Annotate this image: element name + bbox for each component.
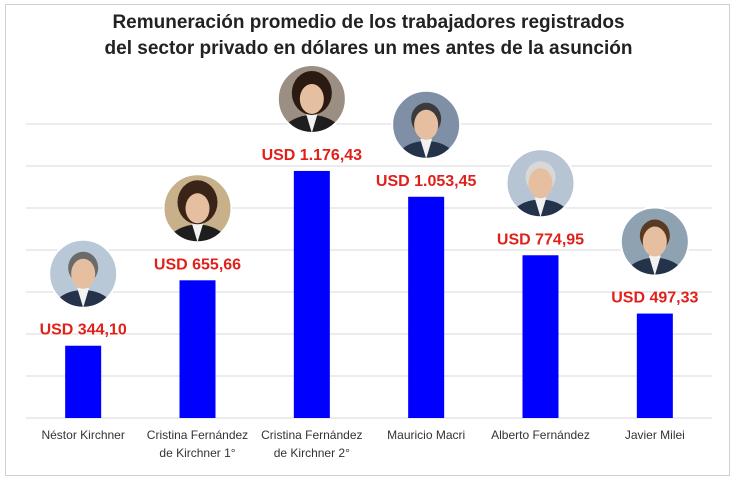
category-label-4: Alberto Fernández	[491, 428, 590, 442]
value-label-1: USD 655,66	[154, 256, 241, 273]
category-label-1: Cristina Fernández de Kirchner 1°	[147, 428, 248, 460]
bar-2	[293, 170, 330, 418]
category-label-5: Javier Milei	[625, 428, 685, 442]
cristina-fernandez-1-portrait-icon	[163, 174, 232, 243]
chart-title-line-2: del sector privado en dólares un mes ant…	[104, 38, 633, 59]
value-label-0: USD 344,10	[40, 322, 127, 339]
bar-5	[636, 313, 673, 418]
chart-frame	[5, 4, 730, 476]
javier-milei-portrait-icon	[620, 207, 689, 276]
bar-1	[179, 280, 216, 418]
value-label-4: USD 774,95	[497, 231, 584, 248]
portrait-ring-3	[391, 89, 462, 160]
category-label-2: Cristina Fernández de Kirchner 2°	[261, 428, 362, 460]
category-label-0: Néstor Kirchner	[41, 428, 124, 442]
cristina-fernandez-2-portrait-icon	[277, 64, 346, 133]
portrait-ring-0	[48, 238, 119, 309]
category-label-3: Mauricio Macri	[387, 428, 465, 442]
bar-0	[65, 345, 102, 418]
portrait-ring-5	[619, 206, 690, 277]
bar-4	[522, 255, 559, 418]
chart-title: Remuneración promedio de los trabajadore…	[0, 10, 737, 62]
value-label-3: USD 1.053,45	[376, 173, 477, 190]
portrait-ring-2	[276, 63, 347, 134]
portrait-ring-4	[505, 148, 576, 219]
mauricio-macri-portrait-icon	[392, 90, 461, 159]
portrait-ring-1	[162, 173, 233, 244]
nestor-kirchner-portrait-icon	[49, 239, 118, 308]
value-label-5: USD 497,33	[611, 290, 698, 307]
alberto-fernandez-portrait-icon	[506, 149, 575, 218]
value-label-2: USD 1.176,43	[262, 147, 363, 164]
bar-3	[408, 196, 445, 418]
chart-title-line-1: Remuneración promedio de los trabajadore…	[112, 12, 625, 33]
